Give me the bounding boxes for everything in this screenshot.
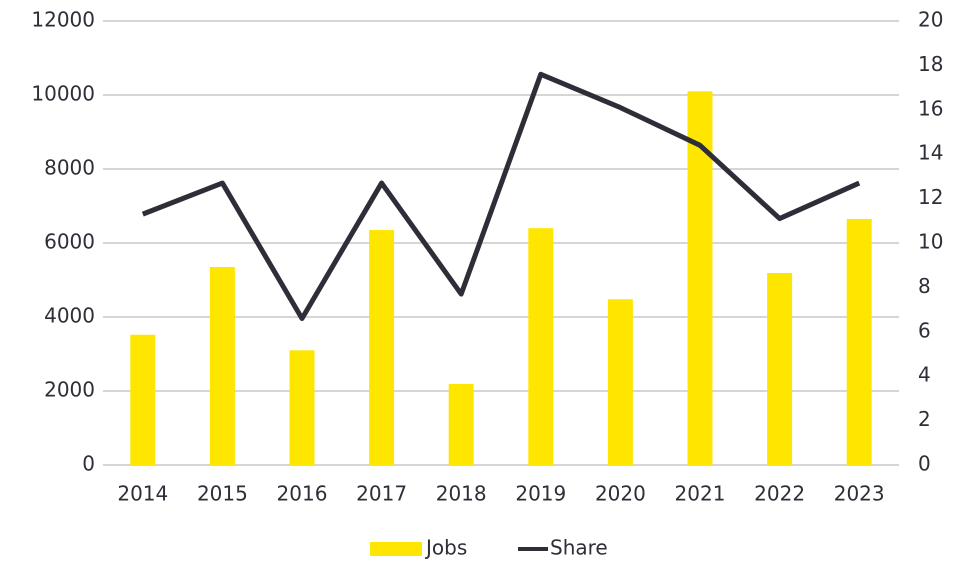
legend-swatch [370, 542, 422, 556]
bar [767, 272, 793, 465]
x-tick-label: 2017 [356, 482, 407, 506]
x-tick-label: 2014 [117, 482, 168, 506]
legend-label: Share [550, 536, 608, 560]
bar [448, 383, 474, 465]
x-tick-label: 2021 [675, 482, 726, 506]
y2-tick-label: 18 [918, 52, 943, 76]
y-tick-label: 0 [82, 452, 95, 476]
y2-tick-label: 16 [918, 96, 943, 120]
bar [130, 334, 156, 465]
line [141, 71, 861, 321]
x-tick-label: 2015 [197, 482, 248, 506]
bar [607, 299, 633, 465]
x-tick-label: 2018 [436, 482, 487, 506]
bar [369, 230, 395, 465]
x-tick-label: 2020 [595, 482, 646, 506]
y-tick-label: 6000 [44, 230, 95, 254]
x-tick-label: 2023 [834, 482, 885, 506]
x-tick-label: 2019 [515, 482, 566, 506]
y2-tick-label: 4 [918, 363, 931, 387]
bar [846, 218, 872, 465]
y2-tick-label: 10 [918, 230, 943, 254]
y2-tick-label: 14 [918, 141, 943, 165]
y-tick-label: 2000 [44, 378, 95, 402]
y2-tick-label: 2 [918, 407, 931, 431]
y2-tick-label: 6 [918, 318, 931, 342]
y-tick-label: 10000 [31, 82, 95, 106]
y-tick-label: 8000 [44, 156, 95, 180]
y2-tick-label: 20 [918, 8, 943, 32]
y-tick-label: 4000 [44, 304, 95, 328]
bar [289, 350, 315, 465]
x-tick-label: 2016 [277, 482, 328, 506]
y2-tick-label: 8 [918, 274, 931, 298]
bar [528, 228, 554, 465]
legend-label: Jobs [424, 536, 467, 560]
x-tick-label: 2022 [754, 482, 805, 506]
y2-tick-label: 0 [918, 452, 931, 476]
y-tick-label: 12000 [31, 8, 95, 32]
bar [209, 267, 235, 465]
y2-tick-label: 12 [918, 185, 943, 209]
